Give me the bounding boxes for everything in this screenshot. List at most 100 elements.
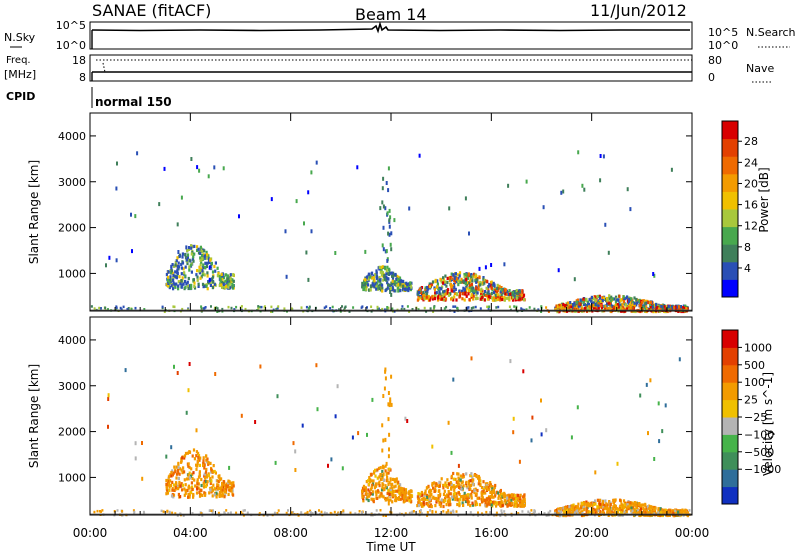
scatter-cell: [390, 292, 393, 297]
scatter-cell: [218, 478, 222, 482]
scatter-cell: [473, 473, 476, 477]
scatter-cell: [476, 296, 479, 300]
scatter-cell: [389, 488, 392, 493]
scatter-cell: [223, 487, 226, 491]
scatter-cell: [201, 250, 204, 254]
scatter-cell: [513, 504, 516, 508]
scatter-cell: [173, 364, 175, 369]
scatter-cell: [569, 509, 572, 513]
scatter-cell: [387, 501, 390, 506]
scatter-cell: [191, 454, 194, 458]
scatter-cell: [192, 448, 196, 452]
scatter-cell: [560, 307, 563, 311]
scatter-cell: [460, 495, 463, 499]
scatter-cell: [202, 485, 206, 489]
scatter-cell: [522, 495, 525, 499]
scatter-cell: [172, 495, 175, 499]
scatter-cell: [577, 150, 580, 155]
scatter-cell: [470, 276, 473, 280]
scatter-cell: [374, 468, 377, 472]
scatter-cell: [115, 305, 118, 308]
scatter-cell: [200, 512, 203, 515]
scatter-cell: [635, 501, 638, 505]
scatter-cell: [637, 511, 640, 514]
scatter-cell: [386, 491, 389, 496]
scatter-cell: [368, 490, 371, 494]
scatter-cell: [124, 368, 127, 373]
scatter-cell: [577, 512, 579, 515]
scatter-cell: [464, 494, 467, 498]
scatter-cell: [177, 250, 180, 254]
scatter-cell: [620, 508, 623, 513]
scatter-cell: [172, 305, 175, 308]
scatter-cell: [515, 289, 518, 293]
scatter-cell: [619, 306, 622, 311]
scatter-cell: [499, 514, 502, 517]
scatter-cell: [597, 502, 601, 506]
scatter-cell: [486, 297, 489, 301]
scatter-cell: [547, 310, 550, 313]
scatter-cell: [411, 308, 414, 311]
scatter-cell: [484, 290, 487, 294]
scatter-cell: [443, 290, 446, 294]
scatter-cell: [498, 500, 501, 505]
scatter-cell: [450, 486, 453, 490]
scatter-cell: [591, 504, 594, 508]
scatter-cell: [187, 246, 191, 250]
scatter-cell: [387, 391, 390, 395]
scatter-cell: [367, 498, 370, 503]
scatter-cell: [93, 510, 96, 514]
scatter-cell: [491, 298, 494, 302]
scatter-cell: [470, 273, 473, 277]
scatter-cell: [648, 301, 651, 305]
scatter-cell: [510, 501, 513, 506]
scatter-cell: [475, 290, 478, 294]
scatter-cell: [498, 284, 501, 288]
scatter-cell: [329, 307, 332, 310]
scatter-cell: [645, 305, 648, 308]
scatter-cell: [190, 491, 193, 495]
scatter-cell: [440, 498, 443, 502]
scatter-cell: [199, 258, 202, 262]
scatter-cell: [508, 289, 511, 293]
scatter-cell: [458, 289, 461, 294]
scatter-cell: [381, 485, 384, 490]
scatter-cell: [200, 477, 203, 482]
scatter-cell: [396, 278, 400, 282]
scatter-cell: [480, 486, 484, 490]
scatter-cell: [318, 509, 320, 512]
scatter-cell: [188, 265, 191, 269]
scatter-cell: [650, 300, 653, 304]
scatter-cell: [476, 488, 479, 493]
scatter-cell: [479, 283, 482, 287]
scatter-cell: [457, 463, 460, 468]
scatter-cell: [209, 258, 212, 262]
scatter-cell: [216, 307, 219, 310]
scatter-cell: [371, 490, 374, 494]
scatter-cell: [362, 286, 365, 290]
scatter-cell: [465, 484, 468, 488]
scatter-cell: [644, 504, 647, 508]
scatter-cell: [404, 490, 407, 494]
scatter-cell: [381, 243, 384, 248]
scatter-cell: [181, 261, 185, 265]
scatter-cell: [503, 289, 506, 293]
scatter-cell: [211, 511, 214, 515]
scatter-cell: [178, 275, 181, 279]
scatter-cell: [488, 500, 491, 504]
scatter-cell: [454, 477, 457, 481]
scatter-cell: [200, 260, 203, 264]
scatter-cell: [204, 306, 207, 309]
scatter-cell: [616, 305, 618, 308]
scatter-cell: [182, 267, 185, 271]
colorbar-segment: [722, 156, 738, 175]
scatter-cell: [482, 480, 485, 484]
scatter-cell: [193, 281, 196, 285]
scatter-cell: [372, 497, 375, 501]
scatter-cell: [180, 285, 183, 289]
scatter-cell: [169, 271, 173, 275]
scatter-cell: [459, 280, 462, 284]
scatter-cell: [377, 307, 380, 310]
scatter-cell: [204, 470, 208, 474]
scatter-cell: [627, 507, 630, 511]
